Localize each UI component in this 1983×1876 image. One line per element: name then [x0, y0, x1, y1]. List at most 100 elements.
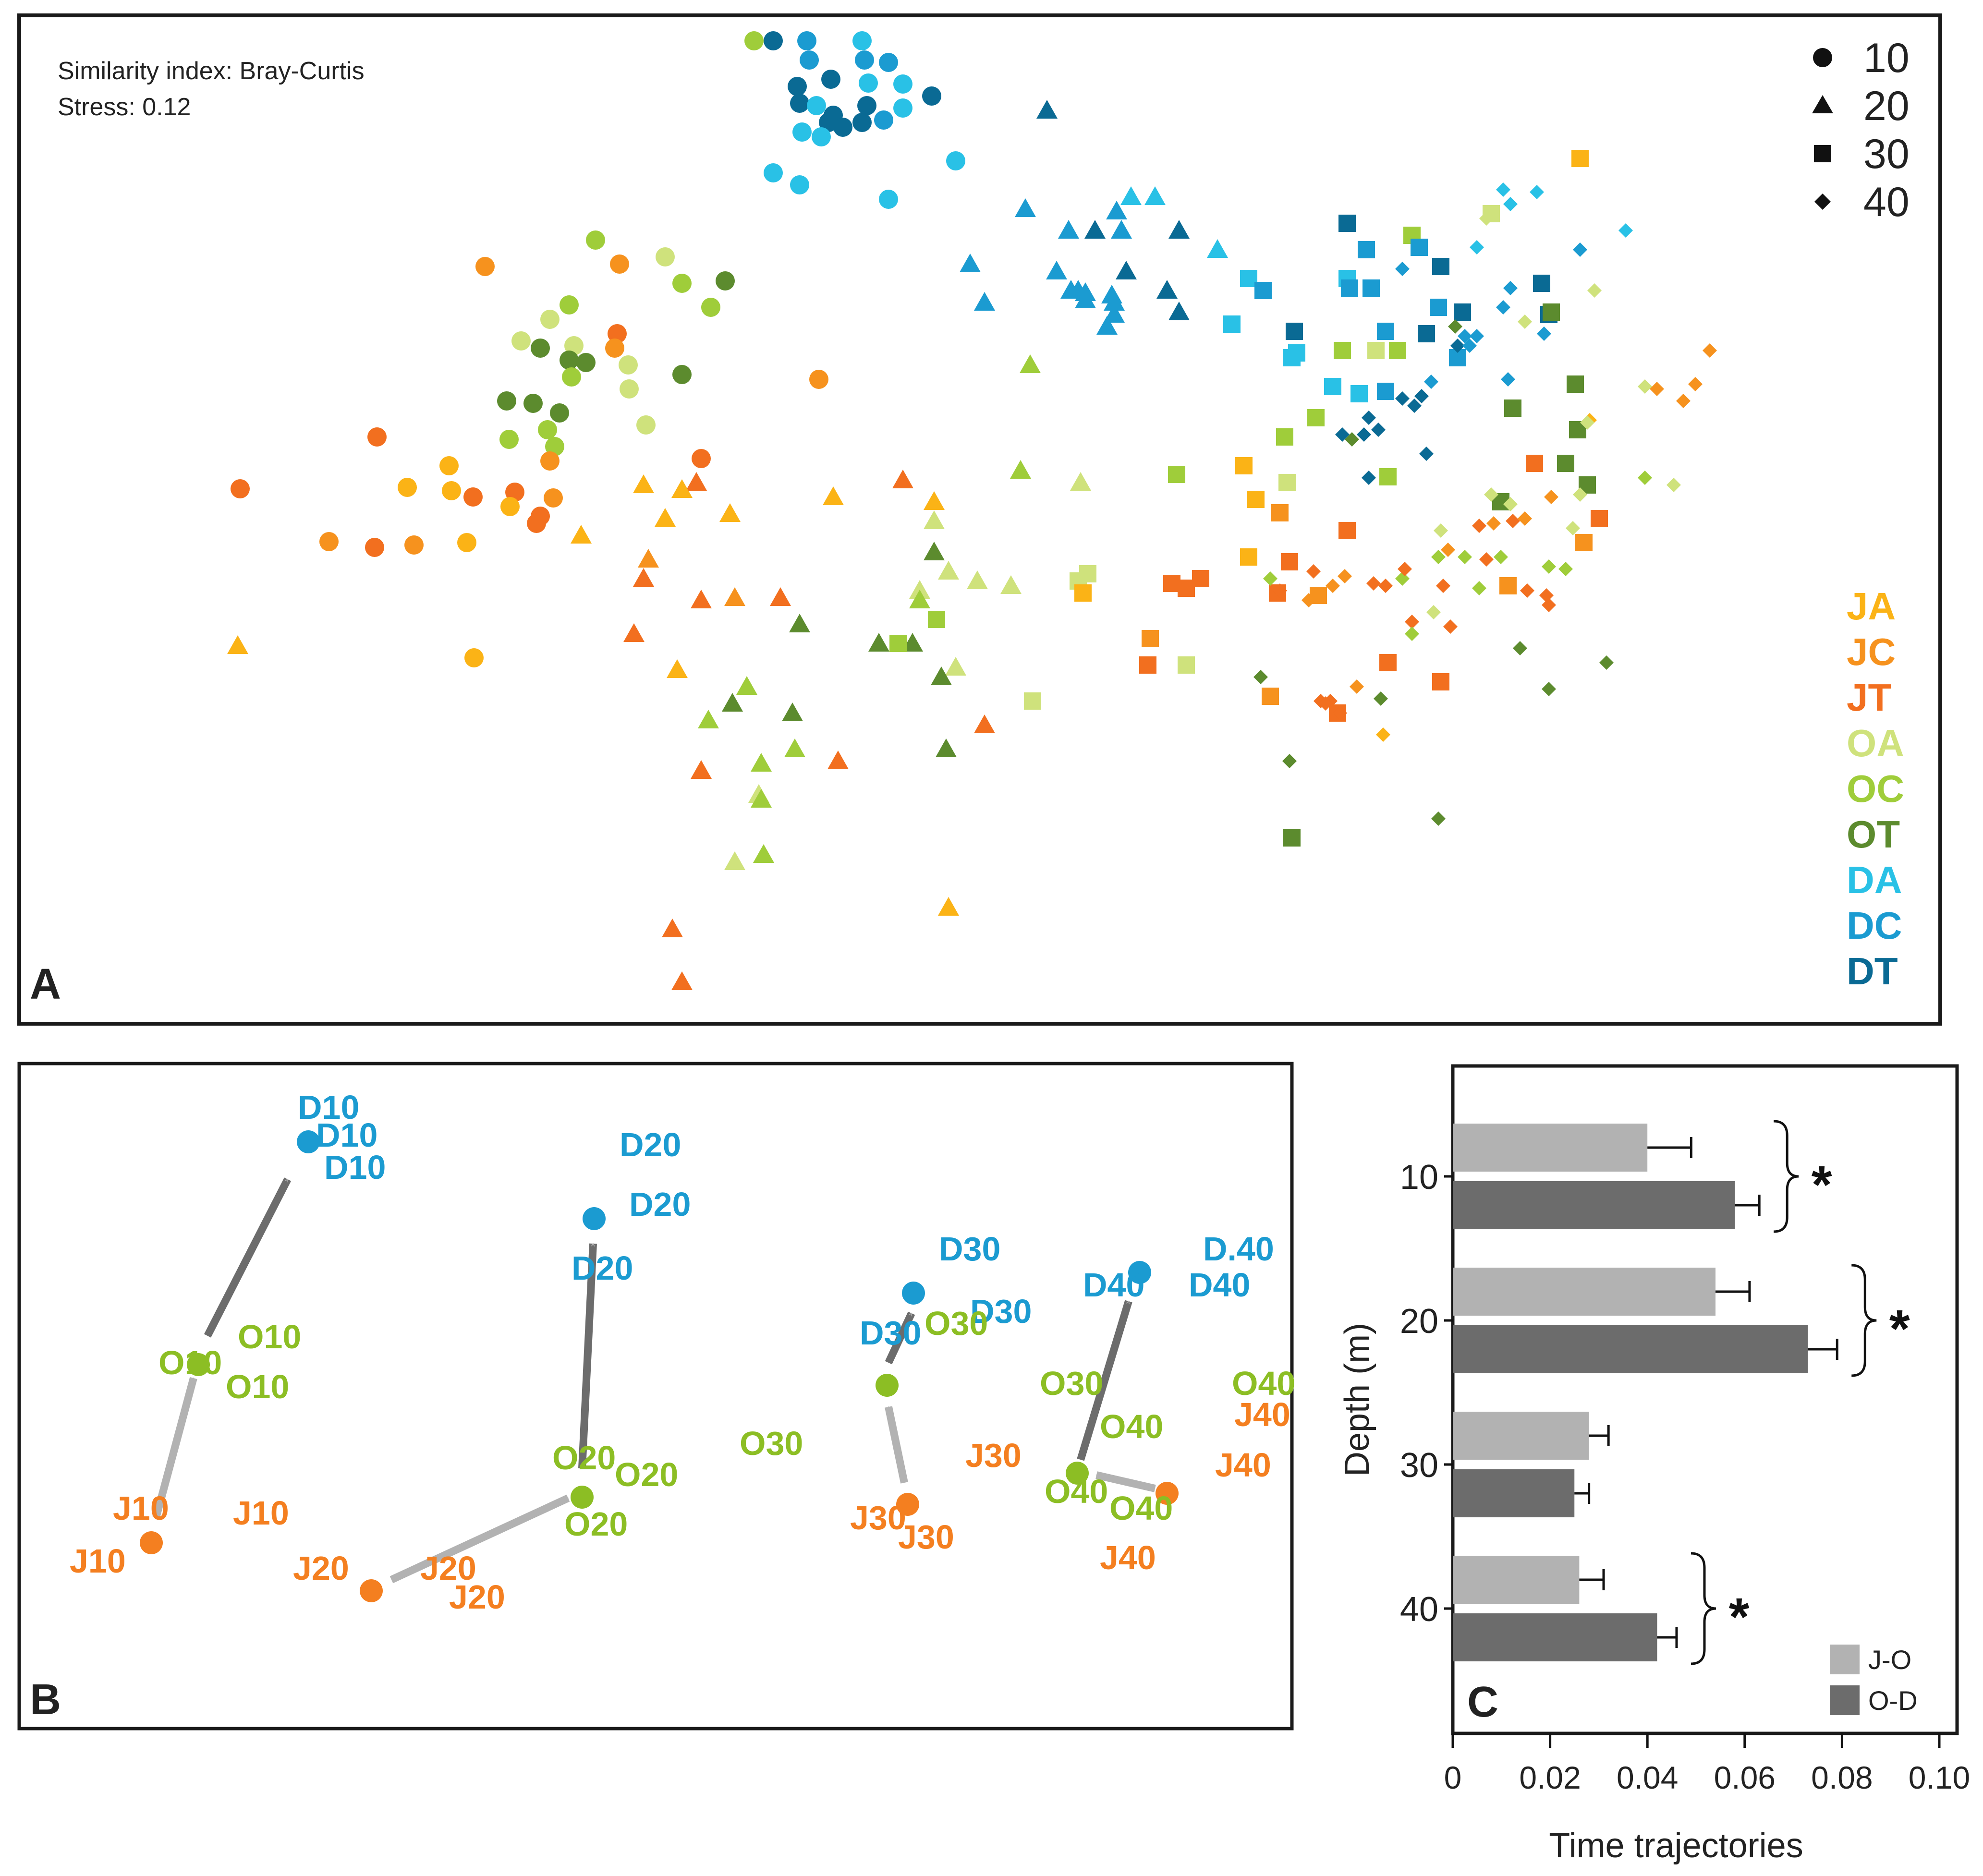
trajectory-label: D20	[629, 1186, 691, 1223]
arrow-j10-o10	[152, 1377, 197, 1519]
trajectory-label: D.40	[1203, 1230, 1274, 1268]
point-jt	[974, 714, 995, 733]
point-dc	[1104, 304, 1125, 323]
point-da	[1120, 186, 1142, 205]
point-jt	[1378, 579, 1393, 593]
arrow-o30-d30	[885, 1311, 915, 1365]
legend-circle-icon	[1813, 48, 1832, 67]
point-dt	[1168, 302, 1190, 320]
point-jt	[1479, 552, 1494, 567]
point-ot	[1504, 399, 1521, 417]
point-oa	[945, 657, 966, 676]
point-jc	[1544, 490, 1558, 504]
trajectory-label: J20	[420, 1549, 476, 1587]
point-dc	[1537, 327, 1551, 341]
point-dt	[852, 113, 872, 132]
legend-triangle-icon	[1812, 95, 1833, 113]
point-oa	[1484, 487, 1498, 502]
point-dc	[797, 31, 816, 50]
point-oc	[753, 844, 774, 863]
point-jt	[1436, 579, 1450, 593]
point-dt	[788, 77, 807, 96]
point-jt	[1338, 522, 1356, 539]
trajectory-label: J30	[898, 1518, 954, 1556]
point-dt	[1084, 220, 1106, 239]
centroid-d20	[583, 1207, 606, 1230]
y-category-label: 10	[1400, 1158, 1438, 1197]
point-dt	[1116, 261, 1137, 279]
point-ot	[1543, 303, 1560, 321]
arrow-o40-d40	[1077, 1300, 1132, 1461]
point-oa	[1426, 605, 1441, 619]
point-ot	[931, 666, 952, 685]
point-dc	[1363, 279, 1380, 297]
point-ja	[655, 508, 676, 527]
legend-diamond-icon	[1814, 194, 1831, 210]
point-oc	[1558, 562, 1573, 576]
point-dt	[1419, 447, 1434, 461]
legend-group-da: DA	[1847, 859, 1902, 901]
point-da	[812, 127, 831, 146]
trajectory-label: O40	[1100, 1408, 1163, 1445]
centroid-o10	[187, 1353, 210, 1376]
point-oa	[938, 561, 959, 580]
point-oc	[1168, 466, 1185, 483]
point-dc	[1573, 242, 1587, 257]
point-dc	[1496, 300, 1510, 315]
legend-group-jt: JT	[1847, 676, 1891, 719]
panel-b-letter: B	[30, 1676, 61, 1724]
point-oc	[751, 789, 772, 808]
point-oc	[1276, 428, 1293, 446]
point-ot	[560, 351, 579, 370]
trajectory-label: O20	[564, 1505, 628, 1543]
point-ja	[938, 897, 959, 916]
point-ot	[1567, 375, 1584, 393]
point-jt	[1379, 654, 1397, 671]
point-dt	[1168, 220, 1190, 239]
point-jt	[1472, 519, 1486, 533]
point-dt	[1533, 275, 1550, 292]
point-jc	[475, 257, 495, 276]
point-da	[893, 98, 912, 118]
point-da	[1350, 385, 1368, 402]
point-oa	[1573, 487, 1587, 502]
legend-group-dt: DT	[1847, 950, 1898, 992]
stress-label: Stress: 0.12	[58, 93, 191, 121]
point-dc	[1503, 281, 1518, 295]
point-dc	[1058, 220, 1079, 239]
point-dt	[1036, 100, 1058, 119]
point-da	[879, 190, 898, 209]
point-jc	[319, 532, 339, 551]
point-dc	[1106, 201, 1127, 219]
trajectory-label: O30	[925, 1305, 988, 1342]
point-oc	[744, 31, 764, 50]
panel-c-frame	[1451, 1064, 1959, 1735]
x-axis-label: Time trajectories	[1549, 1827, 1803, 1865]
point-oc	[928, 611, 945, 628]
point-jt	[892, 470, 913, 488]
point-oc	[1431, 550, 1446, 564]
point-oc	[701, 298, 720, 317]
point-ot	[1345, 432, 1359, 447]
nmds-points	[227, 31, 1717, 990]
point-jt	[367, 427, 387, 447]
point-oc	[1307, 409, 1325, 426]
point-ja	[1074, 584, 1092, 602]
arrow-j30-o30	[885, 1406, 908, 1484]
arrow-o20-d20	[578, 1244, 597, 1469]
point-dc	[879, 53, 898, 72]
point-jt	[1306, 564, 1321, 579]
point-jt	[662, 919, 683, 937]
trajectory-label: J10	[113, 1489, 169, 1527]
trajectory-label: D40	[1189, 1266, 1250, 1304]
x-tick-label: 0	[1444, 1760, 1462, 1795]
point-jt	[671, 971, 693, 990]
point-ja	[719, 503, 741, 522]
point-jt	[1366, 576, 1381, 591]
centroid-j20	[360, 1579, 383, 1602]
point-dc	[960, 254, 981, 272]
point-dc	[874, 110, 893, 130]
point-ja	[667, 659, 688, 678]
point-oc	[751, 753, 772, 772]
point-jc	[1350, 679, 1364, 694]
